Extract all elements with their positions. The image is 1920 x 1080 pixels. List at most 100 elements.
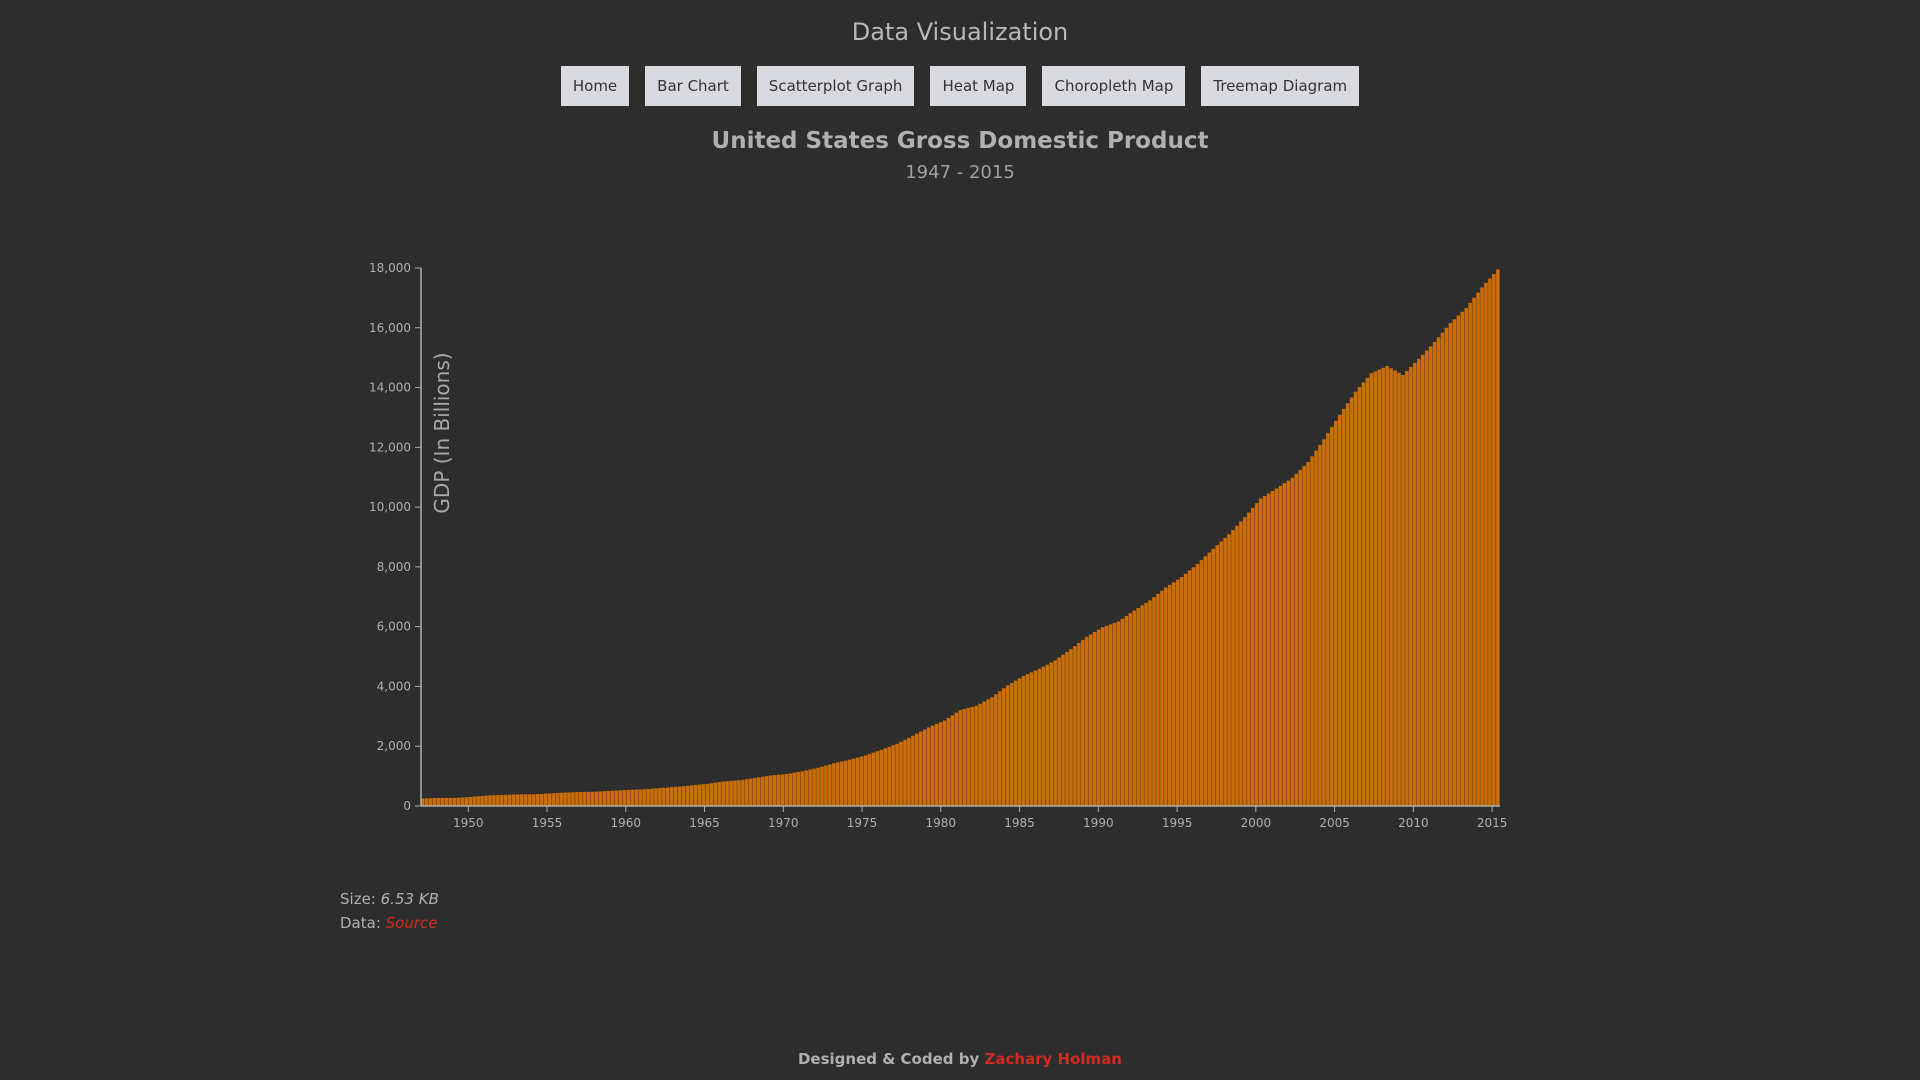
gdp-bar[interactable]: [1187, 570, 1192, 806]
gdp-bar[interactable]: [1017, 678, 1022, 806]
gdp-bar[interactable]: [741, 779, 745, 806]
gdp-bar[interactable]: [962, 709, 967, 806]
gdp-bar[interactable]: [575, 792, 579, 806]
gdp-bar[interactable]: [1432, 342, 1437, 806]
gdp-bar[interactable]: [820, 766, 824, 806]
gdp-bar[interactable]: [764, 776, 769, 806]
gdp-bar[interactable]: [729, 780, 733, 806]
gdp-bar[interactable]: [1025, 674, 1030, 806]
gdp-bar[interactable]: [903, 739, 907, 806]
gdp-bar[interactable]: [1128, 613, 1133, 806]
gdp-bar[interactable]: [812, 768, 816, 806]
gdp-bar[interactable]: [717, 782, 721, 806]
gdp-bar[interactable]: [1073, 646, 1077, 806]
gdp-bar[interactable]: [579, 791, 583, 806]
gdp-bar[interactable]: [1239, 521, 1243, 806]
gdp-bar[interactable]: [966, 707, 970, 806]
gdp-bar[interactable]: [547, 793, 552, 806]
gdp-bar[interactable]: [1049, 662, 1053, 806]
gdp-bar[interactable]: [440, 797, 445, 806]
gdp-bar[interactable]: [634, 789, 638, 806]
gdp-bar[interactable]: [705, 783, 710, 806]
gdp-bar[interactable]: [476, 796, 480, 806]
gdp-bar[interactable]: [1211, 548, 1216, 806]
gdp-bar[interactable]: [1175, 579, 1180, 806]
gdp-bar[interactable]: [1480, 287, 1484, 806]
gdp-bar[interactable]: [1349, 397, 1354, 806]
gdp-bar[interactable]: [496, 795, 500, 806]
gdp-bar[interactable]: [756, 777, 761, 806]
gdp-bar[interactable]: [1302, 465, 1306, 806]
gdp-bar[interactable]: [1124, 616, 1129, 806]
gdp-bar[interactable]: [1409, 366, 1413, 806]
gdp-bar[interactable]: [1223, 537, 1227, 806]
gdp-bar[interactable]: [662, 787, 666, 806]
gdp-bar[interactable]: [832, 763, 836, 806]
gdp-bar[interactable]: [1085, 636, 1089, 806]
gdp-bar[interactable]: [1254, 503, 1259, 806]
gdp-bar[interactable]: [1021, 675, 1026, 806]
gdp-bar[interactable]: [1377, 369, 1382, 806]
gdp-bar[interactable]: [559, 792, 563, 806]
gdp-bar[interactable]: [539, 793, 544, 806]
gdp-bar[interactable]: [828, 764, 832, 806]
gdp-bar[interactable]: [1488, 278, 1492, 807]
gdp-bar[interactable]: [673, 786, 678, 806]
gdp-bar[interactable]: [1436, 337, 1441, 806]
gdp-bar[interactable]: [472, 796, 476, 806]
gdp-bar[interactable]: [800, 771, 804, 806]
gdp-bar[interactable]: [1385, 366, 1389, 806]
gdp-bar[interactable]: [424, 798, 429, 806]
gdp-bar[interactable]: [946, 717, 951, 806]
gdp-bar[interactable]: [1243, 517, 1247, 806]
gdp-bar[interactable]: [1136, 607, 1140, 806]
gdp-bar[interactable]: [879, 749, 884, 806]
gdp-bar[interactable]: [1472, 297, 1476, 806]
gdp-bar[interactable]: [650, 788, 654, 806]
gdp-bar[interactable]: [1420, 354, 1425, 806]
gdp-bar[interactable]: [1088, 634, 1093, 806]
gdp-bar[interactable]: [685, 785, 690, 806]
gdp-bar[interactable]: [1100, 627, 1105, 806]
gdp-bar[interactable]: [527, 794, 532, 806]
gdp-bar[interactable]: [1081, 639, 1085, 806]
gdp-bar[interactable]: [907, 737, 911, 806]
gdp-bar[interactable]: [1405, 370, 1409, 806]
gdp-bar[interactable]: [753, 777, 757, 806]
gdp-bar[interactable]: [1148, 600, 1152, 806]
gdp-bar[interactable]: [567, 792, 571, 806]
gdp-bar[interactable]: [697, 784, 702, 806]
gdp-bar[interactable]: [444, 797, 449, 806]
gdp-bar[interactable]: [1424, 350, 1429, 806]
gdp-bar[interactable]: [721, 781, 725, 806]
gdp-bar[interactable]: [1314, 450, 1318, 806]
gdp-bar[interactable]: [1389, 368, 1393, 806]
gdp-bar[interactable]: [859, 756, 864, 806]
gdp-bar[interactable]: [1401, 375, 1405, 806]
gdp-bar[interactable]: [970, 706, 974, 806]
gdp-bar[interactable]: [1492, 273, 1496, 807]
gdp-bar[interactable]: [851, 758, 856, 806]
gdp-bar[interactable]: [768, 775, 773, 806]
gdp-bar[interactable]: [460, 797, 465, 806]
gdp-bar[interactable]: [1045, 664, 1050, 806]
gdp-bar[interactable]: [1460, 311, 1465, 806]
gdp-bar[interactable]: [1476, 292, 1480, 807]
gdp-bar[interactable]: [614, 790, 619, 806]
gdp-bar[interactable]: [1144, 602, 1148, 806]
gdp-bar[interactable]: [1393, 370, 1397, 806]
gdp-bar[interactable]: [1092, 632, 1097, 806]
gdp-bar[interactable]: [484, 795, 488, 806]
gdp-bar[interactable]: [1096, 629, 1101, 806]
gdp-bar[interactable]: [428, 798, 433, 806]
gdp-bar[interactable]: [1164, 587, 1168, 806]
gdp-bar[interactable]: [642, 789, 646, 806]
gdp-bar[interactable]: [610, 790, 615, 806]
gdp-bar[interactable]: [1005, 685, 1010, 806]
gdp-bar[interactable]: [670, 787, 674, 806]
gdp-bar[interactable]: [1326, 433, 1330, 806]
gdp-bar[interactable]: [887, 746, 891, 806]
gdp-bar[interactable]: [867, 754, 872, 806]
gdp-bar[interactable]: [950, 715, 955, 806]
gdp-bar[interactable]: [713, 782, 718, 806]
